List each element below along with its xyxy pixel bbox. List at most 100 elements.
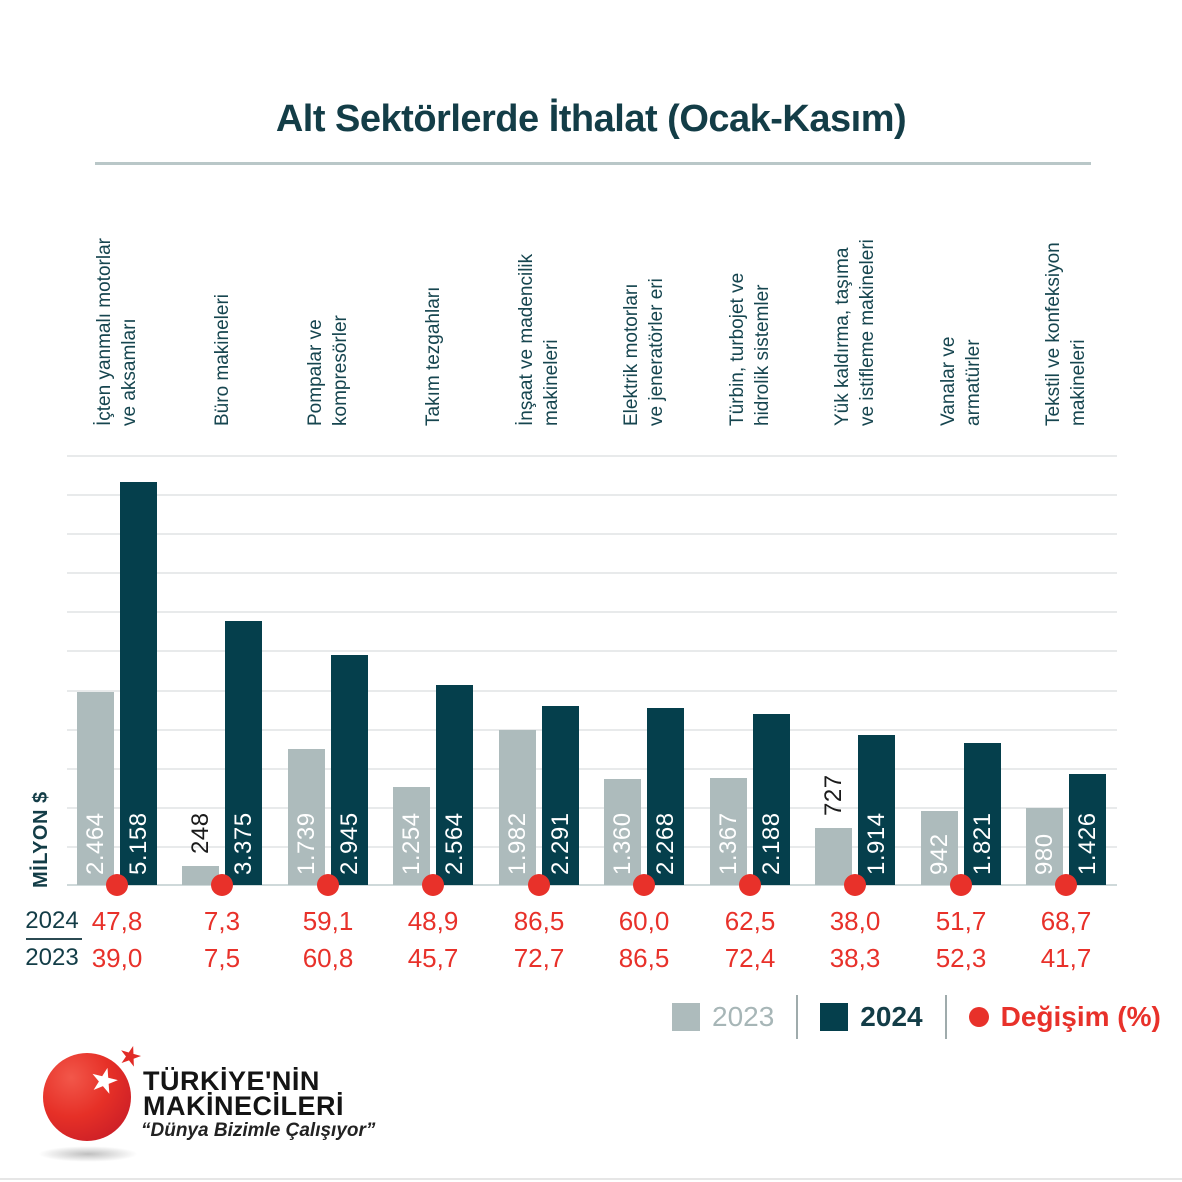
change-value-2024: 68,7 xyxy=(1040,906,1092,936)
logo-shadow xyxy=(38,1146,138,1162)
legend-divider xyxy=(796,995,799,1039)
change-value-2024: 7,3 xyxy=(203,906,241,936)
red-star-icon: ★ xyxy=(114,1038,147,1074)
logo-tagline: “Dünya Bizimle Çalışıyor” xyxy=(141,1120,376,1141)
bar-value-label: 2.564 xyxy=(440,812,468,875)
legend-label-change: Değişim (%) xyxy=(1000,1001,1161,1032)
bar-2024 xyxy=(858,735,895,885)
change-value-2023: 72,4 xyxy=(724,943,776,973)
change-dot-icon xyxy=(106,874,128,896)
bar-2024 xyxy=(647,708,684,885)
gridline xyxy=(67,806,1117,809)
change-dot-icon xyxy=(739,874,761,896)
bar-2023 xyxy=(921,811,958,885)
category-label: Pompalar ve kompresörler xyxy=(305,315,351,426)
change-value-2024: 51,7 xyxy=(935,906,987,936)
bar-value-label: 1.360 xyxy=(608,812,636,875)
logo-name-line1: TÜRKİYE'NİN xyxy=(143,1066,320,1096)
bar-2024 xyxy=(753,714,790,885)
bar-2024 xyxy=(225,621,262,885)
bar-value-label: 5.158 xyxy=(124,812,152,875)
logo-sphere-icon xyxy=(43,1053,131,1141)
title-divider xyxy=(95,162,1091,165)
bar-value-label: 2.268 xyxy=(651,812,679,875)
gridline xyxy=(67,845,1117,848)
bar-value-label: 1.914 xyxy=(862,812,890,875)
bar-value-label: 1.367 xyxy=(714,812,742,875)
bar-2024 xyxy=(542,706,579,885)
bar-value-label: 3.375 xyxy=(229,812,257,875)
category-label: Büro makineleri xyxy=(211,294,233,426)
change-value-2024: 62,5 xyxy=(724,906,776,936)
change-value-2023: 52,3 xyxy=(935,943,987,973)
change-value-2024: 59,1 xyxy=(302,906,354,936)
chart-title: Alt Sektörlerde İthalat (Ocak-Kasım) xyxy=(275,98,907,140)
change-dot-icon xyxy=(422,874,444,896)
category-label: Elektrik motorları ve jeneratörler eri xyxy=(621,278,667,426)
change-dot-icon xyxy=(633,874,655,896)
logo-name-line2: MAKİNECİLERİ xyxy=(143,1091,344,1121)
change-value-2023: 45,7 xyxy=(407,943,459,973)
category-label: Tekstil ve konfeksiyon makineleri xyxy=(1043,242,1089,426)
legend-divider xyxy=(944,995,947,1039)
x-axis-baseline xyxy=(67,884,1117,886)
bar-value-label: 1.982 xyxy=(503,812,531,875)
bottom-divider xyxy=(0,1178,1182,1180)
bar-2023 xyxy=(710,778,747,885)
change-value-2023: 7,5 xyxy=(203,943,241,973)
bar-value-label: 1.254 xyxy=(397,812,425,875)
bar-2023 xyxy=(288,749,325,885)
change-row-divider xyxy=(26,938,82,940)
bar-value-label: 2.464 xyxy=(81,812,109,875)
change-value-2023: 72,7 xyxy=(513,943,565,973)
bar-2023 xyxy=(1026,808,1063,885)
bar-2023 xyxy=(77,692,114,885)
bar-value-label: 248 xyxy=(186,812,214,854)
change-dot-icon xyxy=(317,874,339,896)
bar-value-label: 2.188 xyxy=(757,812,785,875)
bar-value-label: 727 xyxy=(819,774,847,816)
bar-2024 xyxy=(331,655,368,885)
gridline xyxy=(67,650,1117,653)
legend-label-2024: 2024 xyxy=(860,1001,923,1032)
change-value-2023: 86,5 xyxy=(618,943,670,973)
bar-2023 xyxy=(604,779,641,885)
bar-value-label: 942 xyxy=(925,833,953,875)
bar-value-label: 980 xyxy=(1030,833,1058,875)
legend-change-dot-icon xyxy=(968,1007,989,1027)
legend-swatch-2023 xyxy=(672,1003,700,1031)
category-label: Türbin, turbojet ve hidrolik sistemler xyxy=(727,272,773,426)
bar-2024 xyxy=(120,482,157,885)
change-value-2023: 41,7 xyxy=(1040,943,1092,973)
gridline xyxy=(67,767,1117,770)
bar-value-label: 1.426 xyxy=(1073,812,1101,875)
gridline xyxy=(67,689,1117,692)
change-value-2023: 38,3 xyxy=(829,943,881,973)
change-dot-icon xyxy=(1055,874,1077,896)
change-value-2024: 47,8 xyxy=(91,906,143,936)
change-dot-icon xyxy=(950,874,972,896)
gridline xyxy=(67,455,1117,457)
change-row-label-2023: 2023 xyxy=(25,944,79,971)
bar-2023 xyxy=(499,730,536,885)
bar-2023 xyxy=(182,866,219,885)
bar-value-label: 2.945 xyxy=(335,812,363,875)
category-label: Takım tezgahları xyxy=(422,286,444,426)
change-dot-icon xyxy=(528,874,550,896)
category-label: Yük kaldırma, taşıma ve istifleme makinel… xyxy=(832,239,878,426)
category-label: Vanalar ve armatürler xyxy=(938,336,984,426)
change-dot-icon xyxy=(211,874,233,896)
change-dot-icon xyxy=(844,874,866,896)
gridline xyxy=(67,572,1117,575)
bar-2024 xyxy=(1069,774,1106,885)
legend: 2023 2024 Değişim (%) xyxy=(672,994,1161,1040)
change-value-2023: 39,0 xyxy=(91,943,143,973)
bar-value-label: 2.291 xyxy=(546,812,574,875)
bar-2024 xyxy=(964,743,1001,885)
gridline xyxy=(67,728,1117,731)
gridline xyxy=(67,533,1117,536)
bar-2023 xyxy=(393,787,430,885)
category-label: İnşaat ve madencilik makineleri xyxy=(516,253,562,426)
bar-2024 xyxy=(436,685,473,885)
